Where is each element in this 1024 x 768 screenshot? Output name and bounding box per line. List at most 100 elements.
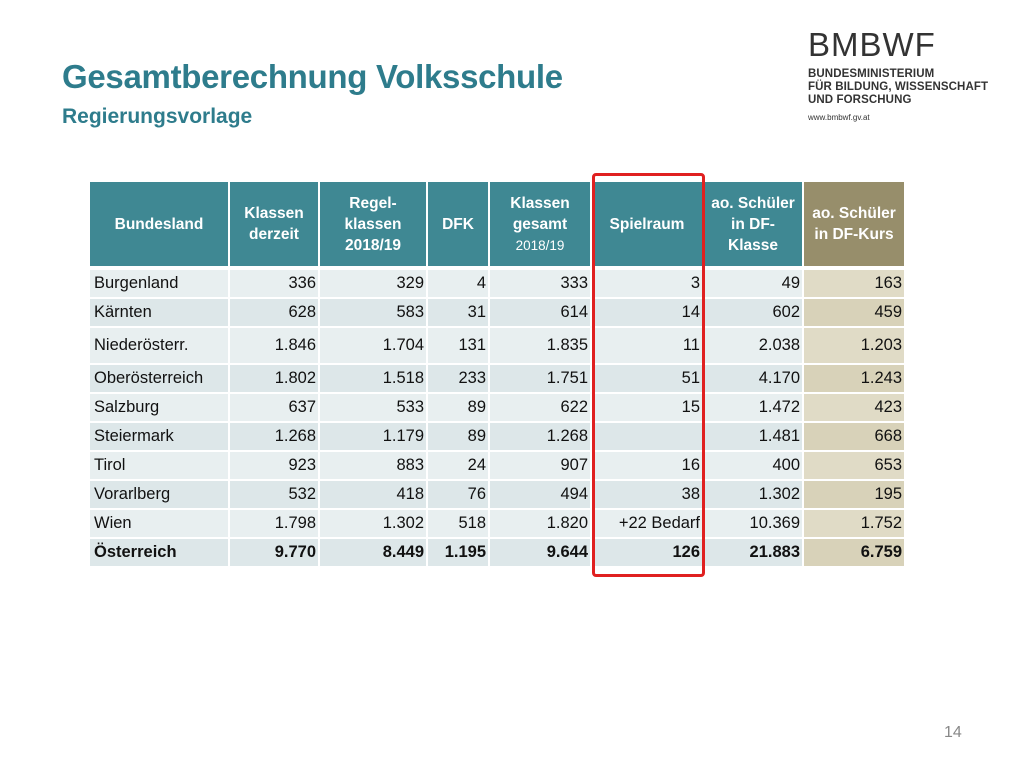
cell-spielraum [592,423,702,450]
cell-ao-klasse: 2.038 [704,328,802,363]
logo-abbreviation: BMBWF [808,26,936,63]
cell-regelklassen: 883 [320,452,426,479]
spielraum-highlight-box [592,173,705,577]
cell-klassen-gesamt: 622 [490,394,590,421]
cell-bundesland: Tirol [90,452,228,479]
cell-ao-klasse: 4.170 [704,365,802,392]
cell-ao-kurs: 163 [804,270,904,297]
header-ao-schueler-klasse: ao. Schüler in DF- Klasse [704,182,802,266]
header-label: gesamt [512,215,568,233]
cell-dfk: 233 [428,365,488,392]
cell-dfk: 89 [428,394,488,421]
table-row: Burgenland 336 329 4 333 3 49 163 [90,270,904,297]
logo-url: www.bmbwf.gv.at [808,113,870,122]
page-subtitle: Regierungsvorlage [62,105,253,128]
cell-dfk: 518 [428,510,488,537]
table-row: Niederösterr. 1.846 1.704 131 1.835 11 2… [90,328,904,363]
header-regelklassen: Regel- klassen 2018/19 [320,182,426,266]
cell-bundesland: Oberösterreich [90,365,228,392]
logo-line-2: FÜR BILDUNG, WISSENSCHAFT [808,81,989,93]
ministry-logo: BMBWF BUNDESMINISTERIUM FÜR BILDUNG, WIS… [808,26,989,123]
table-row: Wien 1.798 1.302 518 1.820 +22 Bedarf 10… [90,510,904,537]
cell-ao-klasse: 1.302 [704,481,802,508]
logo-line-1: BUNDESMINISTERIUM [808,68,935,80]
cell-regelklassen: 8.449 [320,539,426,566]
cell-spielraum: 38 [592,481,702,508]
cell-klassen-derzeit: 1.268 [230,423,318,450]
table-row: Vorarlberg 532 418 76 494 38 1.302 195 [90,481,904,508]
cell-ao-kurs: 423 [804,394,904,421]
cell-dfk: 131 [428,328,488,363]
cell-klassen-derzeit: 1.802 [230,365,318,392]
table-row: Kärnten 628 583 31 614 14 602 459 [90,299,904,326]
header-dfk: DFK [428,182,488,266]
cell-spielraum: 11 [592,328,702,363]
cell-ao-kurs: 6.759 [804,539,904,566]
header-label: Spielraum [609,215,685,233]
cell-ao-klasse: 400 [704,452,802,479]
cell-klassen-derzeit: 1.798 [230,510,318,537]
cell-klassen-gesamt: 9.644 [490,539,590,566]
page-number: 14 [944,724,962,741]
table-row: Steiermark 1.268 1.179 89 1.268 1.481 66… [90,423,904,450]
header-label: in DF-Kurs [814,226,894,243]
table-row-total: Österreich 9.770 8.449 1.195 9.644 126 2… [90,539,904,566]
cell-dfk: 1.195 [428,539,488,566]
cell-klassen-gesamt: 614 [490,299,590,326]
header-label: 2018/19 [515,237,565,253]
cell-ao-kurs: 668 [804,423,904,450]
cell-spielraum: +22 Bedarf [592,510,702,537]
logo-line-3: UND FORSCHUNG [808,94,912,106]
cell-klassen-derzeit: 9.770 [230,539,318,566]
cell-bundesland: Salzburg [90,394,228,421]
cell-ao-kurs: 1.203 [804,328,904,363]
cell-spielraum: 14 [592,299,702,326]
header-label: DFK [442,215,474,233]
header-label: ao. Schüler [711,194,795,212]
cell-regelklassen: 1.704 [320,328,426,363]
table-row: Oberösterreich 1.802 1.518 233 1.751 51 … [90,365,904,392]
cell-regelklassen: 533 [320,394,426,421]
cell-klassen-gesamt: 1.820 [490,510,590,537]
cell-bundesland: Kärnten [90,299,228,326]
header-ao-schueler-kurs: ao. Schüler in DF-Kurs [804,182,904,266]
cell-dfk: 31 [428,299,488,326]
cell-regelklassen: 418 [320,481,426,508]
cell-bundesland: Burgenland [90,270,228,297]
cell-spielraum: 3 [592,270,702,297]
header-klassen-gesamt: Klassen gesamt 2018/19 [490,182,590,266]
cell-ao-klasse: 1.481 [704,423,802,450]
page-title: Gesamtberechnung Volksschule [62,58,563,95]
cell-bundesland: Steiermark [90,423,228,450]
cell-regelklassen: 1.302 [320,510,426,537]
cell-klassen-derzeit: 637 [230,394,318,421]
cell-klassen-derzeit: 532 [230,481,318,508]
table-row: Tirol 923 883 24 907 16 400 653 [90,452,904,479]
cell-klassen-derzeit: 1.846 [230,328,318,363]
header-label: Klassen [244,205,304,222]
cell-klassen-derzeit: 336 [230,270,318,297]
header-label: in DF- [731,215,775,233]
cell-regelklassen: 1.179 [320,423,426,450]
cell-ao-kurs: 459 [804,299,904,326]
cell-bundesland: Vorarlberg [90,481,228,508]
cell-klassen-gesamt: 1.835 [490,328,590,363]
cell-regelklassen: 329 [320,270,426,297]
cell-spielraum: 16 [592,452,702,479]
cell-regelklassen: 583 [320,299,426,326]
cell-dfk: 76 [428,481,488,508]
cell-klassen-gesamt: 494 [490,481,590,508]
cell-klassen-derzeit: 923 [230,452,318,479]
header-label: Klassen [510,194,570,212]
table-row: Salzburg 637 533 89 622 15 1.472 423 [90,394,904,421]
cell-dfk: 24 [428,452,488,479]
cell-ao-kurs: 195 [804,481,904,508]
cell-klassen-gesamt: 1.751 [490,365,590,392]
cell-bundesland: Österreich [90,539,228,566]
header-klassen-derzeit: Klassen derzeit [230,182,318,266]
cell-ao-klasse: 49 [704,270,802,297]
cell-dfk: 4 [428,270,488,297]
cell-regelklassen: 1.518 [320,365,426,392]
cell-spielraum: 15 [592,394,702,421]
cell-bundesland: Niederösterr. [90,328,228,363]
